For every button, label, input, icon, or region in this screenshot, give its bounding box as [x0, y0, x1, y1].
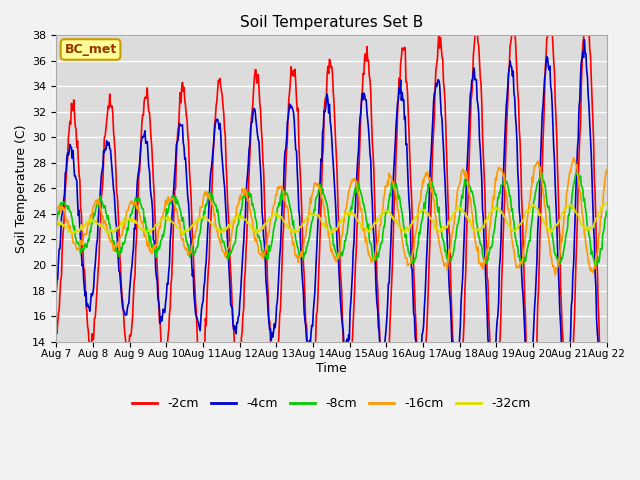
- -2cm: [603, 408, 611, 413]
- -2cm: [119, 299, 127, 304]
- -8cm: [398, 211, 406, 216]
- -32cm: [179, 232, 187, 238]
- -8cm: [175, 202, 182, 208]
- X-axis label: Time: Time: [316, 362, 347, 375]
- -32cm: [52, 216, 60, 222]
- Line: -8cm: -8cm: [56, 172, 607, 266]
- -16cm: [175, 220, 182, 226]
- -4cm: [398, 89, 406, 95]
- -2cm: [414, 370, 422, 376]
- -16cm: [570, 155, 577, 161]
- Y-axis label: Soil Temperature (C): Soil Temperature (C): [15, 124, 28, 252]
- -4cm: [52, 291, 60, 297]
- Line: -2cm: -2cm: [56, 7, 607, 434]
- -16cm: [62, 219, 70, 225]
- Title: Soil Temperatures Set B: Soil Temperatures Set B: [240, 15, 423, 30]
- Line: -16cm: -16cm: [56, 158, 607, 275]
- -32cm: [119, 222, 127, 228]
- -4cm: [175, 132, 182, 138]
- -8cm: [119, 240, 127, 246]
- -4cm: [119, 306, 127, 312]
- -2cm: [398, 45, 406, 51]
- -4cm: [204, 226, 212, 232]
- -8cm: [603, 209, 611, 215]
- -16cm: [204, 195, 212, 201]
- Legend: -2cm, -4cm, -8cm, -16cm, -32cm: -2cm, -4cm, -8cm, -16cm, -32cm: [127, 392, 536, 415]
- -8cm: [591, 263, 599, 269]
- -2cm: [62, 176, 70, 182]
- -32cm: [205, 218, 212, 224]
- -2cm: [601, 431, 609, 437]
- -2cm: [204, 278, 212, 284]
- -8cm: [52, 226, 60, 231]
- -4cm: [580, 36, 588, 42]
- -16cm: [414, 207, 422, 213]
- -8cm: [537, 169, 545, 175]
- -32cm: [62, 224, 70, 229]
- Line: -4cm: -4cm: [56, 39, 607, 395]
- -2cm: [52, 325, 60, 331]
- -16cm: [52, 206, 60, 212]
- -4cm: [62, 169, 70, 175]
- -32cm: [603, 200, 611, 206]
- -4cm: [414, 354, 422, 360]
- -8cm: [62, 203, 70, 209]
- -8cm: [414, 240, 422, 246]
- Line: -32cm: -32cm: [56, 203, 607, 235]
- -2cm: [582, 4, 589, 10]
- -32cm: [175, 225, 182, 230]
- -16cm: [603, 167, 611, 173]
- -16cm: [119, 227, 127, 233]
- -16cm: [398, 237, 406, 243]
- -32cm: [415, 211, 423, 217]
- -16cm: [552, 272, 559, 278]
- Text: BC_met: BC_met: [65, 43, 116, 56]
- -2cm: [175, 124, 182, 130]
- -8cm: [204, 196, 212, 202]
- -32cm: [399, 228, 407, 234]
- -4cm: [603, 352, 611, 358]
- -4cm: [598, 392, 606, 397]
